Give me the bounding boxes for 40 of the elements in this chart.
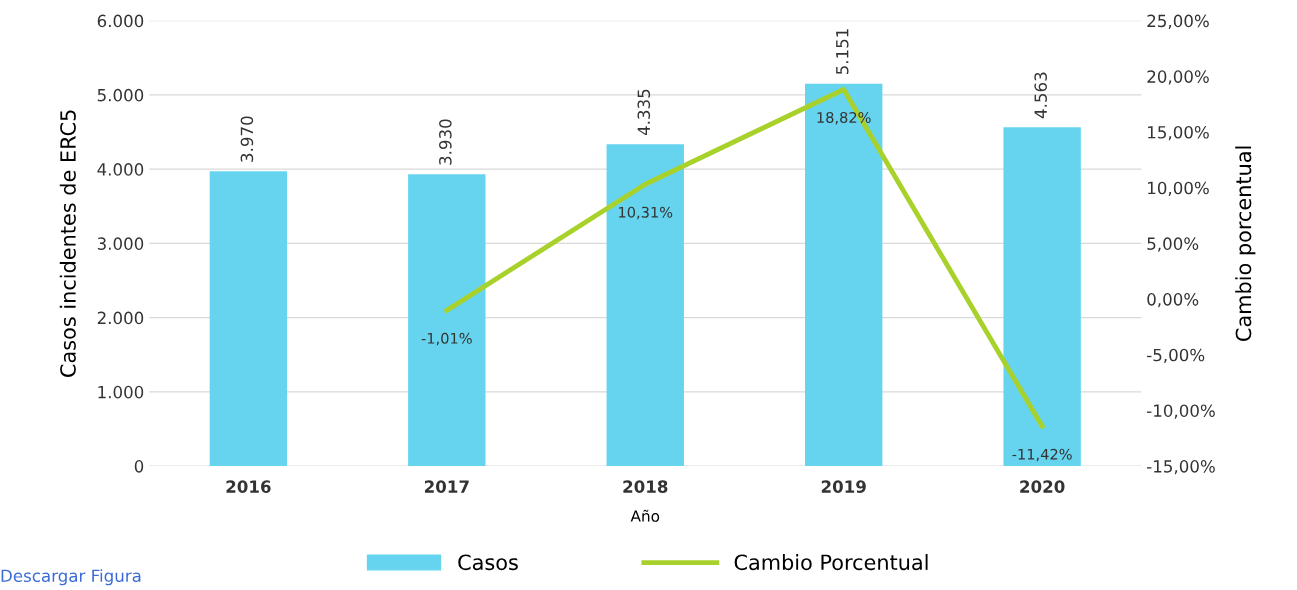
y2-axis-title: Cambio porcentual xyxy=(1235,146,1256,341)
y2-tick-label: -15,00% xyxy=(1147,460,1215,475)
y2-tick-label: 25,00% xyxy=(1147,14,1209,29)
text: Descargar Figura xyxy=(1,569,141,586)
data-label: 4.563 xyxy=(1034,72,1047,119)
y2-tick-label: 20,00% xyxy=(1147,70,1209,85)
data-label: 3.930 xyxy=(439,119,452,165)
data-label: -1,01% xyxy=(421,332,472,346)
y2-tick-label: -10,00% xyxy=(1147,404,1215,419)
y2-tick-label: 5,00% xyxy=(1147,237,1199,252)
y-tick-label: 6.000 xyxy=(97,14,144,28)
data-label: -11,42% xyxy=(1012,448,1072,462)
x-tick-label: 2018 xyxy=(623,480,668,493)
y-tick-label: 5.000 xyxy=(97,88,144,102)
bar xyxy=(1003,127,1081,467)
y2-tick-label: -5,00% xyxy=(1147,348,1205,364)
x-tick-label: 2019 xyxy=(821,480,866,493)
y-tick-label: 3.000 xyxy=(97,237,144,250)
x-axis-title: Año xyxy=(630,509,660,522)
bar xyxy=(606,144,684,467)
y-tick-label: 0 xyxy=(134,460,144,473)
x-tick-label: 2017 xyxy=(424,480,469,493)
y-axis-title: Casos incidentes de ERC5 xyxy=(59,110,76,377)
data-label: 3.970 xyxy=(240,116,254,162)
y2-tick-label: 0,00% xyxy=(1147,293,1199,308)
y-tick-label: 2.000 xyxy=(97,311,144,325)
bar xyxy=(209,171,288,467)
legend-label: Casos xyxy=(458,554,518,571)
y2-tick-label: 10,00% xyxy=(1148,181,1209,196)
data-label: 10,31% xyxy=(619,206,673,220)
x-tick-label: 2020 xyxy=(1020,480,1065,493)
y-tick-label: 1.000 xyxy=(98,385,144,399)
bar xyxy=(408,174,486,467)
x-tick-label: 2016 xyxy=(226,480,271,493)
y-tick-label: 4.000 xyxy=(97,163,144,176)
data-label: 5.151 xyxy=(836,29,849,75)
legend-label: Cambio Porcentual xyxy=(734,554,928,571)
bar xyxy=(805,83,883,467)
data-label: 4.335 xyxy=(637,89,651,136)
y2-tick-label: 15,00% xyxy=(1148,125,1209,141)
